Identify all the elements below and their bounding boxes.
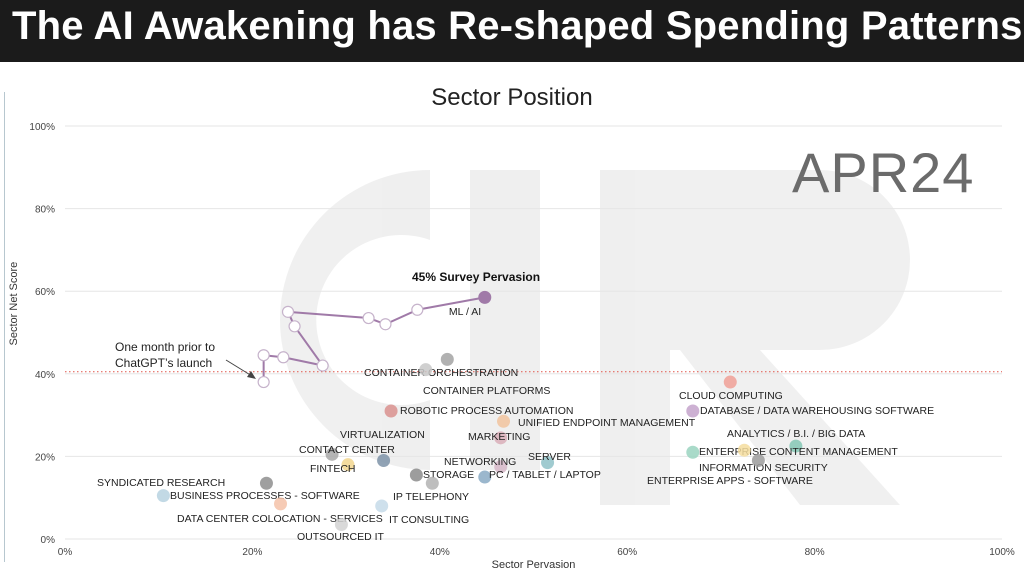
point-label-marketing: MARKETING	[468, 431, 530, 443]
x-tick-label: 100%	[989, 547, 1015, 558]
y-tick-label: 40%	[35, 370, 55, 381]
ml-ai-trail-point	[411, 303, 424, 316]
point-robotic-process-automation	[384, 404, 398, 418]
banner-title: The AI Awakening has Re-shaped Spending …	[12, 4, 1023, 48]
watermark-label: APR24	[792, 141, 975, 204]
point-database-data-warehousing-software	[686, 404, 700, 418]
ml-ai-trail-point	[281, 305, 295, 318]
y-tick-label: 80%	[35, 205, 55, 216]
y-tick-label: 20%	[35, 452, 55, 463]
point-business-processes-software	[156, 489, 170, 503]
ml-ai-trail-point	[362, 311, 375, 325]
point-label-ip-telephony: IP TELEPHONY	[393, 491, 469, 503]
ml-ai-trail-point	[277, 351, 290, 364]
point-container-platforms	[419, 363, 433, 377]
point-label-container-platforms: CONTAINER PLATFORMS	[423, 385, 550, 397]
x-axis-title: Sector Pervasion	[492, 559, 576, 571]
point-ip-telephony	[425, 476, 439, 490]
x-tick-label: 60%	[617, 547, 637, 558]
point-label-it-consulting: IT CONSULTING	[389, 514, 469, 526]
point-virtualization	[377, 454, 391, 468]
y-tick-label: 100%	[29, 122, 55, 133]
x-tick-label: 20%	[242, 547, 262, 558]
x-tick-label: 40%	[430, 547, 450, 558]
point-storage	[409, 468, 423, 482]
point-label-unified-endpoint-management: UNIFIED ENDPOINT MANAGEMENT	[518, 417, 696, 429]
callout-label: 45% Survey Pervasion	[412, 270, 541, 284]
point-label-data-center-colocation-services: DATA CENTER COLOCATION - SERVICES	[177, 513, 383, 525]
background-logo-c	[280, 170, 430, 470]
point-label-database-data-warehousing-software: DATABASE / DATA WAREHOUSING SOFTWARE	[700, 405, 934, 417]
point-label-business-processes-software: BUSINESS PROCESSES - SOFTWARE	[170, 490, 360, 502]
y-tick-label: 0%	[41, 535, 56, 546]
point-marketing	[494, 431, 508, 445]
background-logo	[280, 170, 910, 505]
point-outsourced-it	[334, 518, 348, 532]
ml-ai-trail-point	[379, 318, 392, 331]
background-logo-r	[600, 170, 910, 505]
left-rule	[4, 92, 5, 562]
point-label-syndicated-research: SYNDICATED RESEARCH	[97, 477, 225, 489]
point-contact-center	[325, 447, 339, 461]
point-information-security	[737, 443, 751, 457]
point-label-cloud-computing: CLOUD COMPUTING	[679, 390, 783, 402]
point-analytics-b-i-big-data	[789, 439, 803, 453]
point-networking	[494, 460, 508, 474]
x-tick-label: 0%	[58, 547, 73, 558]
point-syndicated-research	[259, 476, 273, 490]
point-unified-endpoint-management	[497, 414, 511, 428]
point-label-virtualization: VIRTUALIZATION	[340, 429, 425, 441]
point-label-information-security: INFORMATION SECURITY	[699, 462, 828, 474]
ml-ai-trail-point	[257, 375, 270, 389]
y-axis-title: Sector Net Score	[8, 262, 20, 346]
point-fintech	[341, 458, 355, 472]
point-label-networking: NETWORKING	[444, 456, 516, 468]
point-label-analytics-b-i-big-data: ANALYTICS / B.I. / BIG DATA	[727, 428, 865, 440]
annotation-note-line2: ChatGPT’s launch	[115, 356, 213, 370]
title-banner: The AI Awakening has Re-shaped Spending …	[0, 0, 1024, 62]
point-label-contact-center: CONTACT CENTER	[299, 444, 395, 456]
point-data-center-colocation-services	[274, 497, 288, 511]
y-tick-label: 60%	[35, 287, 55, 298]
point-label-robotic-process-automation: ROBOTIC PROCESS AUTOMATION	[400, 405, 573, 417]
point-ml-ai	[478, 290, 492, 304]
ml-ai-trail-point	[288, 320, 301, 333]
point-container-orchestration	[440, 352, 454, 366]
point-label-container-orchestration: CONTAINER ORCHESTRATION	[364, 367, 518, 379]
ml-ai-trail-point	[316, 359, 329, 372]
point-label-ml-ai: ML / AI	[449, 306, 481, 318]
annotation-arrow-head	[247, 371, 256, 379]
point-label-outsourced-it: OUTSOURCED IT	[297, 531, 385, 543]
point-label-pc-tablet-laptop: PC / TABLET / LAPTOP	[489, 469, 601, 481]
annotation-arrow-line	[225, 359, 253, 377]
ml-ai-trail-line	[262, 296, 485, 383]
annotation-note-line1: One month prior to	[115, 340, 216, 354]
point-enterprise-content-management	[686, 445, 700, 459]
chart-title: Sector Position	[431, 84, 593, 111]
point-pc-tablet-laptop	[478, 470, 492, 484]
ml-ai-trail-point	[257, 349, 270, 362]
point-server	[541, 456, 555, 470]
x-tick-label: 80%	[805, 547, 825, 558]
point-cloud-computing	[723, 375, 737, 389]
point-it-consulting	[375, 499, 389, 513]
point-label-enterprise-content-management: ENTERPRISE CONTENT MANAGEMENT	[699, 446, 898, 458]
point-label-fintech: FINTECH	[310, 463, 356, 475]
point-enterprise-apps-software	[751, 454, 765, 468]
point-label-server: SERVER	[528, 451, 571, 463]
point-label-enterprise-apps-software: ENTERPRISE APPS - SOFTWARE	[647, 475, 813, 487]
